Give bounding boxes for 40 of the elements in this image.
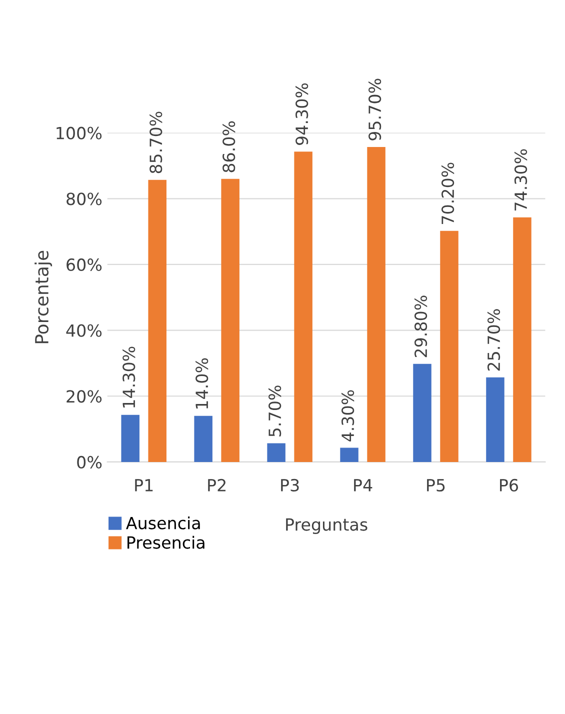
y-tick-label: 100% [56,126,102,140]
legend-label: Ausencia [126,516,200,530]
bar [513,217,532,462]
data-label: 86.0% [222,121,236,172]
y-axis-title: Porcentaje [34,250,52,344]
y-tick-label: 0% [77,456,102,469]
legend-label: Presencia [128,536,204,549]
bar [367,146,386,462]
data-label: 94.30% [296,83,308,145]
x-tick-label: P6 [500,478,518,492]
y-tick-label: 60% [66,258,102,272]
bar [121,414,140,462]
y-tick-label: 20% [66,390,102,403]
data-label: 29.80% [414,296,428,358]
bar [486,377,504,462]
x-tick-label: P2 [208,478,226,492]
data-label: 25.70% [487,309,500,371]
bar [440,230,458,462]
y-tick-label: 40% [66,324,102,337]
data-label: 5.70% [268,386,282,436]
bar [294,152,312,462]
data-label: 95.70% [368,78,382,140]
bar [267,443,286,462]
y-tick-label: 80% [66,192,102,206]
data-label: 74.30% [514,149,528,210]
bar [221,178,240,462]
bar [148,180,166,462]
x-tick-label: P1 [135,479,153,492]
data-label: 14.30% [122,346,136,408]
data-label: 70.20% [441,162,454,224]
x-tick-label: P4 [354,479,372,492]
x-tick-label: P5 [427,479,445,492]
data-label: 85.70% [150,112,162,174]
x-tick-label: P3 [281,478,299,492]
x-axis-title: Preguntas [286,518,368,534]
data-label: 4.30% [342,390,354,442]
bar [340,448,358,462]
bar [194,416,212,462]
data-label: 14.0% [196,358,208,408]
bar [413,364,432,462]
